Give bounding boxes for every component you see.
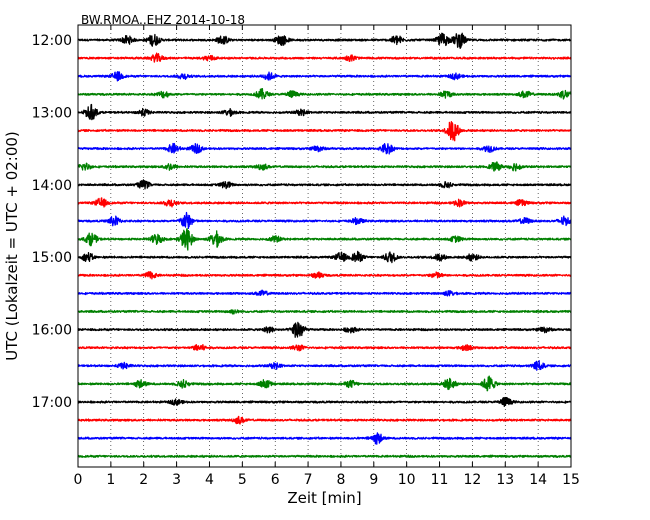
trace-1615 — [77, 343, 572, 352]
x-tick-label: 12 — [463, 472, 481, 488]
trace-1715 — [77, 415, 572, 425]
trace-1500 — [77, 250, 572, 264]
x-tick-label: 5 — [238, 472, 247, 488]
x-tick-label: 13 — [496, 472, 514, 488]
x-tick-label: 0 — [74, 472, 83, 488]
y-axis-label: UTC (Lokalzeit = UTC + 02:00) — [3, 131, 21, 361]
trace-1245 — [77, 88, 572, 100]
x-tick-label: 6 — [271, 472, 280, 488]
trace-1415 — [77, 197, 572, 208]
x-tick-label: 2 — [139, 472, 148, 488]
y-axis: 12:00 13:00 14:00 15:00 16:00 17:00 — [32, 33, 571, 411]
x-tick-label: 4 — [205, 472, 214, 488]
trace-1515 — [77, 271, 572, 280]
y-tick-label: 15:00 — [32, 250, 72, 266]
trace-1745 — [77, 454, 572, 458]
x-tick-label: 3 — [172, 472, 181, 488]
x-tick-label: 7 — [304, 472, 313, 488]
trace-1430 — [77, 211, 572, 229]
plot-frame — [77, 24, 572, 468]
trace-1645 — [77, 375, 572, 392]
x-tick-label: 10 — [398, 472, 416, 488]
trace-1200 — [77, 32, 572, 50]
trace-1545 — [77, 309, 572, 315]
x-tick-label: 8 — [336, 472, 345, 488]
trace-1315 — [77, 120, 572, 142]
x-tick-label: 15 — [562, 472, 580, 488]
x-tick-label: 1 — [106, 472, 115, 488]
x-tick-label: 14 — [529, 472, 547, 488]
chart-title: BW.RMOA..EHZ 2014-10-18 — [81, 13, 245, 27]
y-tick-label: 16:00 — [32, 323, 72, 339]
trace-1230 — [77, 71, 572, 82]
trace-1300 — [77, 103, 572, 121]
x-gridlines — [110, 25, 539, 467]
trace-1215 — [77, 52, 572, 63]
trace-1630 — [77, 360, 572, 371]
x-axis: 0 1 2 3 4 5 6 7 8 9 10 11 12 13 14 15 — [74, 25, 580, 488]
x-tick-label: 11 — [431, 472, 449, 488]
y-tick-label: 17:00 — [32, 395, 72, 411]
seismic-traces — [77, 32, 572, 458]
trace-1445 — [77, 228, 572, 251]
trace-1700 — [77, 396, 572, 407]
trace-1730 — [77, 432, 572, 445]
trace-1600 — [77, 321, 572, 338]
y-tick-label: 12:00 — [32, 33, 72, 49]
trace-1400 — [77, 179, 572, 190]
x-axis-label: Zeit [min] — [287, 489, 361, 507]
y-tick-label: 14:00 — [32, 178, 72, 194]
trace-1330 — [77, 142, 572, 155]
trace-1345 — [77, 161, 572, 172]
y-tick-label: 13:00 — [32, 105, 72, 121]
trace-1530 — [77, 289, 572, 297]
x-tick-label: 9 — [369, 472, 378, 488]
